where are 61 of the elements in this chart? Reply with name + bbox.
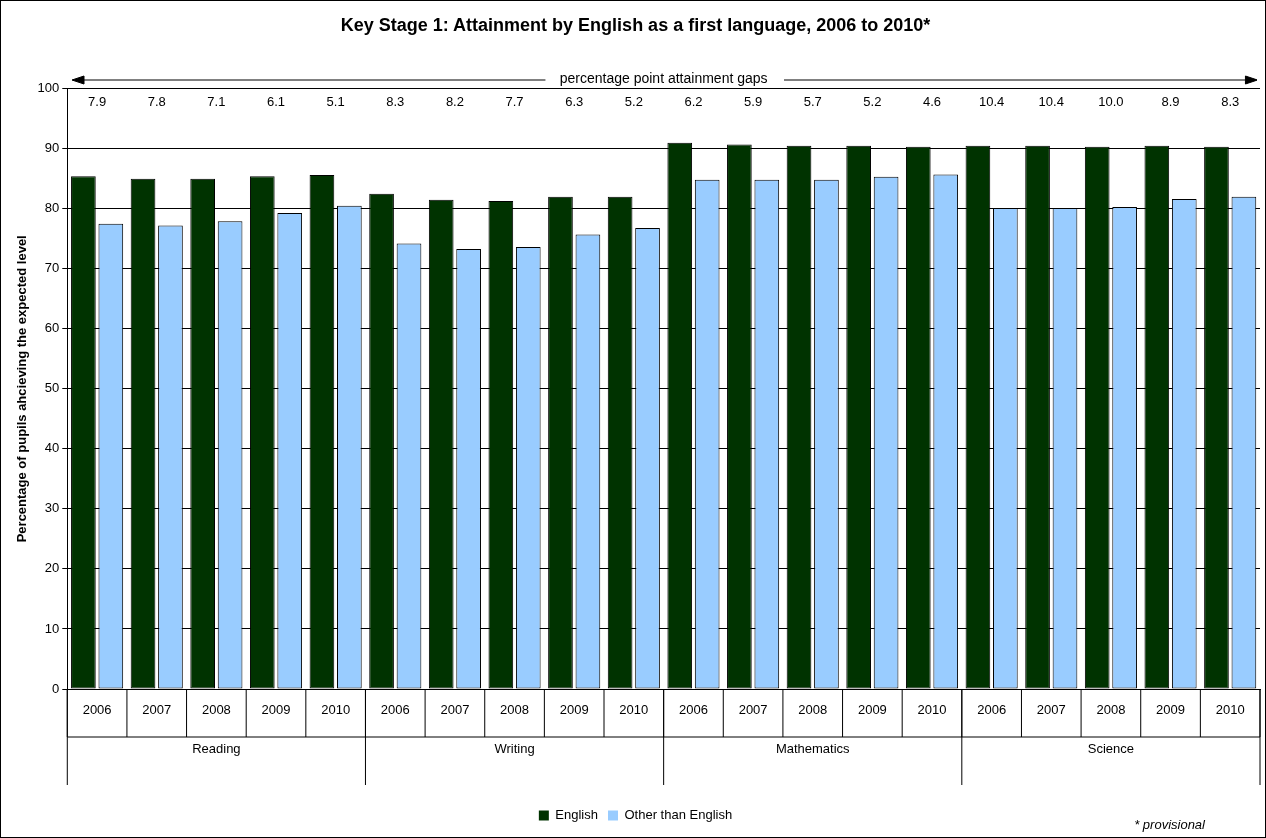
x-tick-label: 2010 (1215, 702, 1245, 718)
text: Writing (494, 740, 535, 756)
y-tick-label: 0 (52, 680, 60, 696)
x-tick-label: 2006 (679, 702, 708, 718)
annotation: 8.3 (386, 94, 405, 110)
x-tick-label: 2007 (738, 702, 768, 718)
y-tick-label: 10 (44, 620, 60, 636)
y-tick-label: 90 (44, 140, 60, 156)
y-tick-label: 100 (37, 80, 60, 96)
x-tick-label: 2007 (440, 702, 470, 718)
x-tick-label: 2008 (201, 702, 231, 718)
annotation: 10.4 (978, 94, 1005, 110)
annotation: 7.8 (147, 94, 166, 110)
x-tick-label: 2009 (559, 702, 589, 718)
y-tick-label: 30 (44, 500, 60, 516)
x-tick-label: 2007 (1036, 702, 1066, 718)
annotation: 10.4 (1038, 94, 1064, 110)
annotation: 8.9 (1161, 94, 1180, 110)
y-tick-label: 40 (44, 440, 60, 456)
legend-label: Other than English (624, 807, 733, 823)
annotation: 5.1 (326, 94, 345, 110)
annotation: 7.7 (505, 94, 524, 110)
annotation: 7.9 (88, 94, 107, 110)
annotation: 5.2 (624, 94, 643, 110)
legend-label: English (555, 807, 598, 823)
annotation: 6.1 (266, 94, 286, 110)
x-tick-label: 2009 (261, 702, 291, 718)
y-tick-label: 60 (44, 320, 60, 336)
x-tick-label: 2006 (977, 702, 1007, 718)
y-tick-label: 50 (44, 380, 60, 396)
y-tick-label: 70 (44, 260, 60, 276)
annotation: 5.7 (803, 94, 822, 110)
x-tick-label: 2009 (857, 702, 887, 718)
x-tick-label: 2007 (142, 702, 172, 718)
text: percentage point attainment gaps (559, 69, 768, 86)
x-tick-label: 2009 (1156, 702, 1186, 718)
annotation: 6.2 (684, 94, 703, 110)
y-tick-label: 20 (44, 560, 60, 576)
annotation: 7.1 (207, 94, 226, 110)
text: * provisional (1134, 816, 1207, 832)
annotation: 5.2 (863, 94, 882, 110)
chart-title: Key Stage 1: Attainment by English as a first language, 2006 to 2010* (340, 14, 931, 35)
x-tick-label: 2010 (321, 702, 351, 718)
annotation: 10.0 (1098, 94, 1124, 110)
y-axis-title: Percentage of pupils ahcieving the expected level (14, 235, 30, 543)
x-tick-label: 2006 (82, 702, 112, 718)
text: Reading (192, 740, 241, 756)
annotation: 4.6 (922, 94, 942, 110)
x-tick-label: 2010 (917, 702, 947, 718)
annotation: 6.3 (565, 94, 584, 110)
text: Mathematics (775, 740, 851, 756)
text: Science (1087, 740, 1135, 756)
annotation: 8.3 (1221, 94, 1240, 110)
annotation: 8.2 (445, 94, 464, 110)
annotation: 5.9 (744, 94, 763, 110)
x-tick-label: 2006 (380, 702, 410, 718)
x-tick-label: 2008 (500, 702, 530, 718)
x-tick-label: 2008 (798, 702, 828, 718)
x-tick-label: 2008 (1096, 702, 1126, 718)
x-tick-label: 2010 (619, 702, 649, 718)
y-tick-label: 80 (44, 200, 60, 216)
